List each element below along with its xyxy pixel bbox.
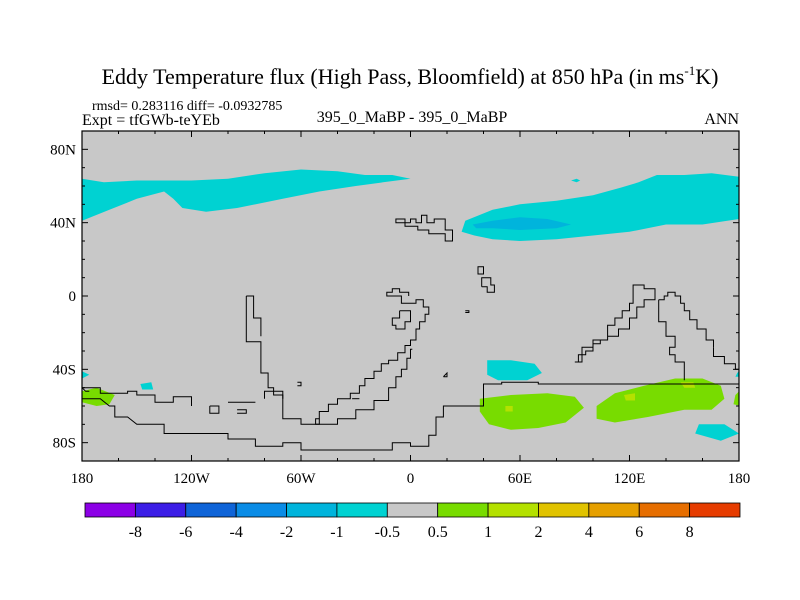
colorbar-swatch-11 xyxy=(638,502,691,518)
coastlines xyxy=(82,214,739,451)
coastline-11 xyxy=(209,405,220,414)
colorbar-label-2: -4 xyxy=(229,524,242,541)
stats-label: rmsd= 0.283116 diff= -0.0932785 xyxy=(92,99,282,114)
x-tick-label-4: 60E xyxy=(508,471,532,487)
coastline-19 xyxy=(658,291,714,348)
coastline-17 xyxy=(574,284,656,363)
coastline-15 xyxy=(297,381,302,387)
colorbar-swatch-9 xyxy=(538,502,590,518)
contour-region-15 xyxy=(505,406,513,412)
colorbar-swatch-7 xyxy=(437,502,489,518)
coastline-8 xyxy=(246,295,262,337)
colorbar-label-0: -8 xyxy=(129,524,142,541)
chart-title-end: K) xyxy=(695,64,718,89)
case-label: 395_0_MaBP - 395_0_MaBP xyxy=(317,109,508,126)
coastline-4 xyxy=(481,277,495,293)
colorbar-label-11: 8 xyxy=(686,524,694,541)
colorbar-label-10: 6 xyxy=(635,524,643,541)
x-tick-label-0: 180 xyxy=(71,471,94,487)
colorbar-label-4: -1 xyxy=(330,524,343,541)
coastline-2 xyxy=(391,310,411,330)
contour-region-8 xyxy=(695,424,739,441)
y-axis-ticks: 80N 40N 0 40S 80S xyxy=(50,142,739,452)
x-tick-label-5: 120E xyxy=(614,471,646,487)
coastline-12 xyxy=(237,409,247,414)
season-label: ANN xyxy=(704,111,739,128)
coastline-18 xyxy=(658,299,685,381)
colorbar-swatch-2 xyxy=(185,502,237,518)
coastline-6 xyxy=(465,310,470,313)
coastline-21 xyxy=(82,387,90,392)
colorbar-swatch-4 xyxy=(286,502,338,518)
x-tick-label-1: 120W xyxy=(173,471,211,487)
colorbar-label-8: 2 xyxy=(534,524,542,541)
coastline-3 xyxy=(443,371,448,378)
colorbar-label-9: 4 xyxy=(585,524,593,541)
colorbar-swatch-12 xyxy=(689,502,741,518)
y-tick-label-3: 40S xyxy=(53,362,76,378)
colorbar-swatch-0 xyxy=(84,502,136,518)
contour-region-4 xyxy=(571,178,581,183)
contour-region-12 xyxy=(733,391,739,406)
colorbar-label-7: 1 xyxy=(484,524,492,541)
x-tick-label-6: 180 xyxy=(728,471,751,487)
y-tick-label-4: 80S xyxy=(53,436,76,452)
colorbar-swatch-1 xyxy=(134,502,187,518)
colorbar-swatch-5 xyxy=(336,502,388,518)
colorbar-label-3: -2 xyxy=(280,524,293,541)
x-axis-ticks: 180 120W 60W 0 60E 120E 180 xyxy=(71,131,751,487)
colorbar-swatch-3 xyxy=(235,502,287,518)
contour-region-5 xyxy=(140,382,154,390)
coastline-1 xyxy=(315,288,430,425)
chart-title-main: Eddy Temperature flux (High Pass, Bloomf… xyxy=(102,64,685,89)
colorbar-label-5: -0.5 xyxy=(375,524,400,541)
contour-region-2 xyxy=(472,217,572,230)
coastline-0 xyxy=(395,214,453,242)
contour-region-10 xyxy=(479,393,584,430)
coastline-9 xyxy=(82,387,192,406)
contour-region-9 xyxy=(82,387,115,406)
coastline-14 xyxy=(264,390,284,399)
chart-title-superscript: -1 xyxy=(684,63,695,78)
contour-region-11 xyxy=(596,378,725,423)
y-tick-label-2: 0 xyxy=(69,289,77,305)
chart-title: Eddy Temperature flux (High Pass, Bloomf… xyxy=(102,63,719,89)
x-tick-label-2: 60W xyxy=(286,471,316,487)
colorbar-swatch-8 xyxy=(487,502,539,518)
colorbar: -8 -6 -4 -2 -1 -0.5 0.5 1 2 4 6 8 xyxy=(84,502,741,541)
colorbar-label-6: 0.5 xyxy=(428,524,448,541)
experiment-label: Expt = tfGWb-teYEb xyxy=(82,112,220,129)
coastline-10 xyxy=(82,381,739,451)
contour-region-3 xyxy=(487,360,542,381)
contour-region-14 xyxy=(624,393,635,401)
colorbar-swatch-10 xyxy=(588,502,640,518)
colorbar-label-1: -6 xyxy=(179,524,192,541)
colorbar-swatch-6 xyxy=(386,502,439,518)
y-tick-label-0: 80N xyxy=(50,142,76,158)
coastline-5 xyxy=(477,266,484,275)
contour-region-7 xyxy=(82,371,90,379)
contour-region-6 xyxy=(735,371,739,377)
contour-region-0 xyxy=(82,169,411,221)
x-tick-label-3: 0 xyxy=(407,471,415,487)
y-tick-label-1: 40N xyxy=(50,216,76,232)
